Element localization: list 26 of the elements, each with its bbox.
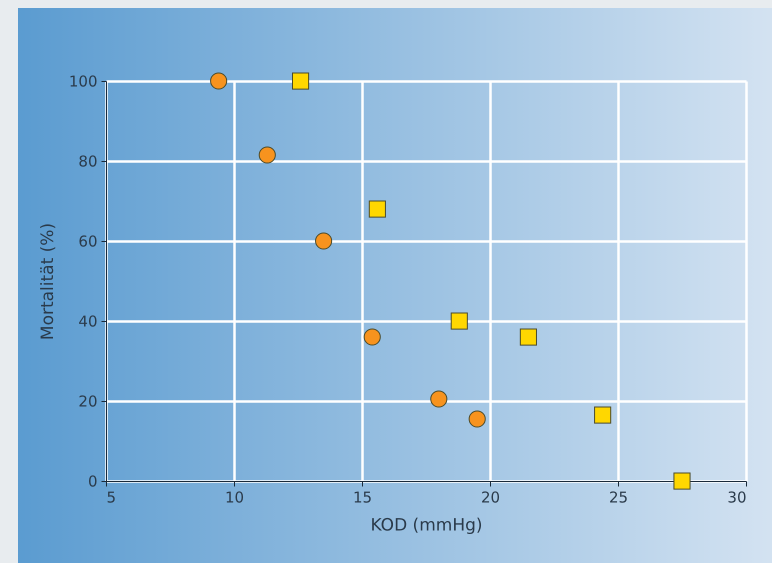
point (594, 406, 612, 424)
point (258, 146, 276, 164)
y-tick-label: 40 (78, 312, 98, 330)
point (468, 410, 486, 428)
y-tick-label: 0 (88, 472, 98, 490)
y-tick-label: 60 (78, 232, 98, 250)
x-tick-label: 10 (224, 488, 244, 506)
point (450, 312, 468, 330)
point (315, 232, 332, 250)
y-tick-label: 100 (68, 72, 98, 90)
y-tick-label: 20 (78, 392, 98, 410)
x-tick-label: 5 (106, 488, 116, 506)
point (520, 328, 537, 346)
x-tick-label: 20 (480, 488, 500, 506)
point (210, 72, 228, 90)
x-axis-title: KOD (mmHg) (370, 516, 483, 536)
x-tick-label: 15 (352, 488, 372, 506)
y-axis-title: Mortalität (%) (38, 222, 58, 340)
x-tick-label: 30 (727, 488, 746, 506)
point (430, 390, 448, 408)
point (368, 200, 386, 218)
point (292, 72, 310, 90)
point (364, 328, 381, 346)
y-tick-label: 80 (78, 152, 98, 170)
point (673, 472, 691, 490)
x-tick-label: 25 (608, 488, 628, 506)
